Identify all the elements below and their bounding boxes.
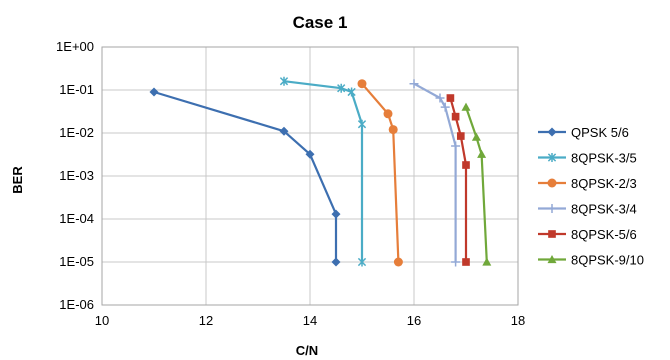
data-point	[547, 153, 557, 162]
series-line	[153, 90, 338, 262]
y-tick-label: 1E-02	[59, 125, 94, 140]
plot-area-border	[101, 46, 519, 306]
series-line	[283, 80, 364, 262]
legend: QPSK 5/6 8QPSK-3/5 8QPSK-2/3 8QPSK-3/4 8QPSK…	[538, 125, 644, 268]
y-axis-title: BER	[10, 166, 25, 194]
legend-label: 8QPSK-3/5	[571, 151, 637, 166]
data-point	[388, 125, 398, 135]
x-tick-label: 10	[95, 313, 109, 328]
data-point	[279, 76, 289, 86]
legend-entry: 8QPSK-9/10	[538, 253, 644, 268]
legend-entry: 8QPSK-3/5	[538, 151, 637, 166]
y-tick-label: 1E-05	[59, 254, 94, 269]
chart-title: Case 1	[293, 13, 348, 32]
data-point	[547, 255, 557, 264]
legend-entry: 8QPSK-5/6	[538, 227, 637, 242]
data-point	[482, 257, 492, 266]
legend-label: 8QPSK-2/3	[571, 176, 637, 191]
data-point	[440, 102, 450, 112]
data-point	[547, 178, 557, 188]
data-point	[451, 141, 461, 151]
data-point	[471, 132, 481, 141]
data-point	[383, 109, 393, 119]
data-point	[337, 83, 346, 93]
data-point	[305, 149, 315, 159]
data-point	[357, 257, 367, 267]
series-2	[357, 79, 403, 267]
series-4	[446, 94, 470, 266]
series-3	[409, 79, 461, 267]
series-line	[449, 97, 468, 262]
legend-label: QPSK 5/6	[571, 125, 629, 140]
data-point	[456, 132, 465, 140]
data-point	[331, 209, 341, 219]
x-tick-label: 16	[407, 313, 421, 328]
legend-entry: 8QPSK-3/4	[538, 202, 637, 217]
y-tick-label: 1E-03	[59, 168, 94, 183]
data-point	[461, 102, 471, 111]
x-tick-label: 18	[511, 313, 525, 328]
data-point	[462, 258, 470, 266]
data-point	[409, 79, 419, 89]
legend-entry: QPSK 5/6	[538, 125, 629, 140]
series	[149, 76, 492, 267]
y-tick-label: 1E+00	[56, 39, 94, 54]
legend-label: 8QPSK-5/6	[571, 227, 637, 242]
legend-label: 8QPSK-9/10	[571, 253, 644, 268]
data-point	[149, 87, 159, 97]
data-point	[548, 230, 556, 238]
series-line	[361, 82, 400, 263]
data-point	[451, 257, 461, 267]
series-line	[413, 82, 457, 262]
x-tick-label: 12	[199, 313, 213, 328]
data-point	[435, 93, 445, 103]
y-tick-label: 1E-06	[59, 297, 94, 312]
y-tick-label: 1E-01	[59, 82, 94, 97]
grid	[101, 46, 519, 306]
series-0	[149, 87, 341, 267]
data-point	[451, 112, 460, 121]
data-point	[547, 204, 557, 213]
x-axis-title: C/N	[296, 343, 318, 358]
series-5	[461, 102, 492, 266]
series-1	[279, 76, 367, 267]
legend-entry: 8QPSK-2/3	[538, 176, 637, 191]
data-point	[347, 87, 356, 97]
data-point	[477, 149, 487, 158]
data-point	[357, 79, 367, 89]
legend-label: 8QPSK-3/4	[571, 202, 637, 217]
data-point	[357, 119, 367, 129]
y-tick-label: 1E-04	[59, 211, 94, 226]
data-point	[446, 94, 455, 102]
data-point	[393, 257, 403, 267]
data-point	[279, 126, 289, 136]
series-line	[464, 106, 488, 263]
data-point	[462, 161, 470, 169]
x-tick-label: 14	[303, 313, 317, 328]
data-point	[331, 257, 341, 267]
data-point	[547, 127, 557, 137]
